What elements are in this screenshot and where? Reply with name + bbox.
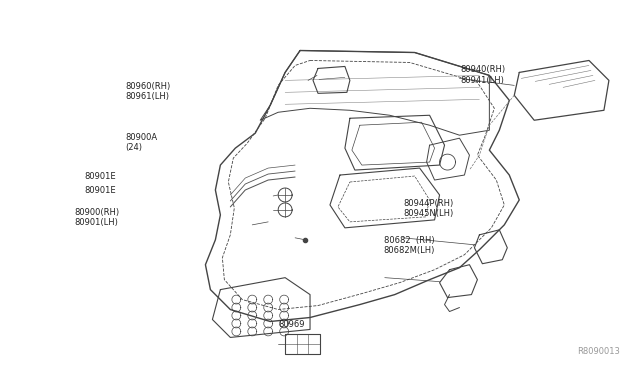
Text: 80901E: 80901E [84, 172, 116, 181]
Text: 80901E: 80901E [84, 186, 116, 195]
Text: R8090013: R8090013 [577, 347, 620, 356]
Text: 80940(RH)
80941(LH): 80940(RH) 80941(LH) [460, 65, 506, 84]
Text: 80960(RH)
80961(LH): 80960(RH) 80961(LH) [125, 82, 171, 101]
Text: 80969: 80969 [278, 320, 305, 329]
Text: 80900(RH)
80901(LH): 80900(RH) 80901(LH) [74, 208, 120, 227]
Text: 80900A
(24): 80900A (24) [125, 132, 157, 152]
Text: 80682  (RH)
80682M(LH): 80682 (RH) 80682M(LH) [384, 235, 435, 255]
Text: 80944P(RH)
80945N(LH): 80944P(RH) 80945N(LH) [403, 199, 453, 218]
